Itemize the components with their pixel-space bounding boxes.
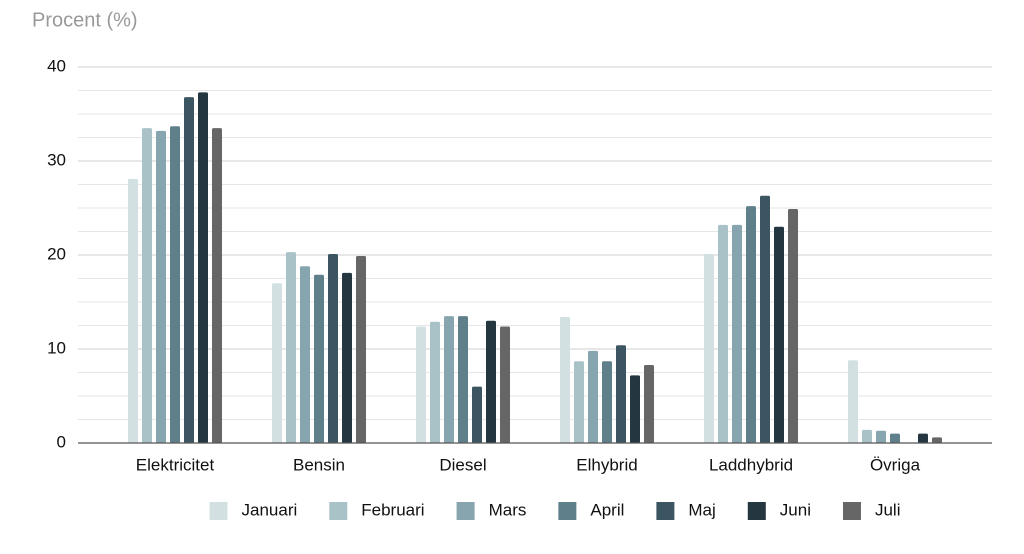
bar <box>328 254 338 443</box>
bar <box>760 195 770 443</box>
legend-swatch <box>656 502 675 520</box>
x-tick-label: Bensin <box>293 455 345 474</box>
bar <box>342 272 352 443</box>
bar <box>458 316 468 443</box>
bar <box>430 321 440 443</box>
bar <box>862 429 872 443</box>
bar <box>198 92 208 443</box>
x-tick-label: Elhybrid <box>576 455 637 474</box>
bar <box>128 178 138 444</box>
legend-swatch <box>558 502 577 520</box>
bar <box>574 361 584 443</box>
legend-label: Januari <box>242 500 298 519</box>
bar <box>704 254 714 443</box>
y-tick-label: 40 <box>47 56 66 75</box>
bar <box>774 226 784 443</box>
bar <box>286 252 296 443</box>
legend-label: Mars <box>489 500 527 519</box>
legend-swatch <box>842 502 861 520</box>
bar <box>500 326 510 443</box>
legend-label: Februari <box>361 500 424 519</box>
bar <box>718 224 728 443</box>
legend-label: Juli <box>875 500 901 519</box>
bar <box>732 224 742 443</box>
y-tick-label: 30 <box>47 150 66 169</box>
bar <box>170 126 180 443</box>
bar <box>472 386 482 443</box>
bar <box>314 274 324 443</box>
bar <box>588 350 598 443</box>
bar <box>746 206 756 443</box>
bar <box>184 97 194 443</box>
bar <box>848 360 858 443</box>
bar <box>142 128 152 443</box>
x-tick-label: Elektricitet <box>136 455 215 474</box>
bar <box>788 208 798 443</box>
legend-swatch <box>747 502 766 520</box>
legend-label: April <box>590 500 624 519</box>
bar <box>560 317 570 443</box>
y-axis-label: Procent (%) <box>32 9 138 31</box>
bar <box>876 430 886 443</box>
legend-label: Juni <box>780 500 811 519</box>
legend-label: Maj <box>688 500 715 519</box>
bar <box>644 364 654 443</box>
bar <box>272 283 282 443</box>
bar <box>156 130 166 444</box>
x-tick-label: Övriga <box>870 455 921 474</box>
legend-swatch <box>209 502 228 520</box>
bar <box>416 326 426 443</box>
bar <box>890 433 900 443</box>
y-tick-label: 20 <box>47 244 66 263</box>
bar <box>212 128 222 443</box>
x-tick-label: Laddhybrid <box>709 455 793 474</box>
bar <box>630 375 640 443</box>
y-tick-label: 0 <box>57 432 66 451</box>
bar <box>616 345 626 443</box>
bar <box>918 433 928 443</box>
bar <box>486 320 496 443</box>
legend-swatch <box>456 502 475 520</box>
bar <box>602 361 612 443</box>
legend-swatch <box>329 502 348 520</box>
bar <box>932 437 942 443</box>
y-tick-label: 10 <box>47 338 66 357</box>
bar <box>444 316 454 443</box>
bar <box>356 255 366 443</box>
x-tick-label: Diesel <box>439 455 486 474</box>
bar <box>300 266 310 443</box>
